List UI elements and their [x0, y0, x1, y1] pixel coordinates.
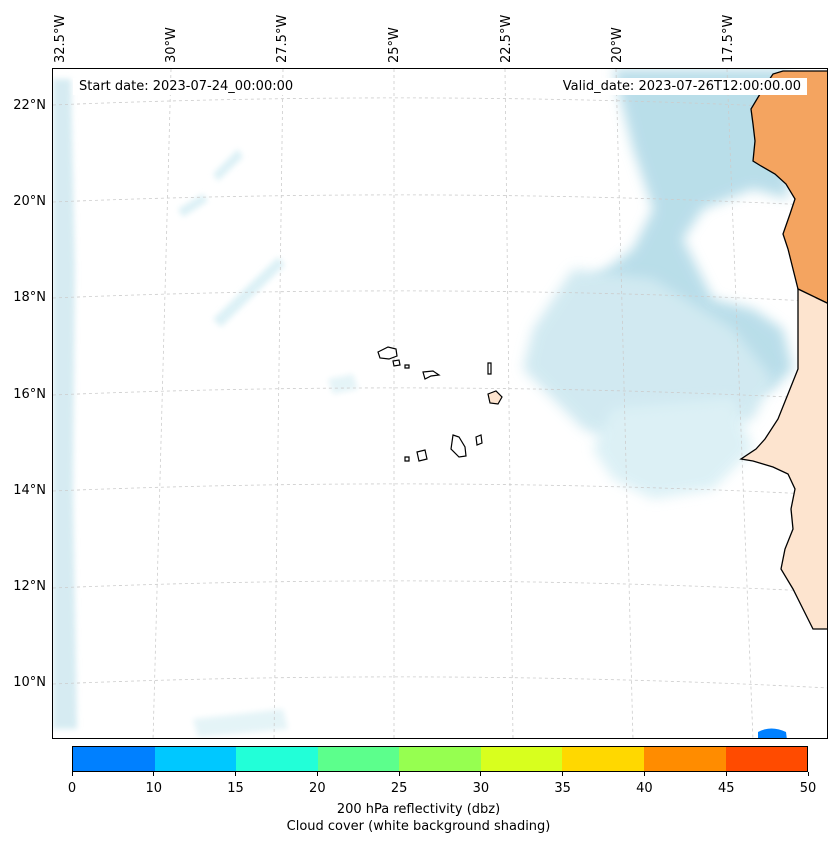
colorbar-tick-mark [480, 772, 482, 776]
lon-label: 25°W [387, 27, 402, 63]
island-maio [475, 434, 483, 446]
colorbar-tick-mark [562, 772, 564, 776]
parallel [53, 483, 827, 496]
colorbar-tick-label: 0 [67, 781, 77, 796]
colorbar-tick-label: 25 [390, 781, 408, 796]
island-sao-nicolau [422, 370, 441, 380]
lon-label: 30°W [164, 27, 179, 63]
parallel [53, 97, 827, 110]
island-fogo [416, 449, 428, 462]
meridian [615, 69, 634, 738]
lat-label: 16°N [13, 387, 46, 402]
colorbar-segment [154, 747, 237, 771]
island-boa-vista [487, 390, 503, 405]
lon-label: 20°W [610, 27, 625, 63]
cloud-patch-5 [328, 374, 358, 394]
meridian [726, 69, 754, 738]
colorbar-tick-mark [398, 772, 400, 776]
reflectivity-echo [758, 728, 787, 738]
colorbar-tick-label: 50 [799, 781, 817, 796]
colorbar-tick-label: 35 [554, 781, 571, 796]
colorbar-tick-mark [316, 772, 318, 776]
parallel [53, 290, 827, 303]
island-santo-antao [377, 346, 398, 360]
lat-label: 22°N [13, 98, 46, 113]
meridian [273, 69, 284, 738]
lon-label: 32.5°W [53, 14, 68, 63]
lat-label: 14°N [13, 483, 46, 498]
meridian [152, 69, 172, 738]
cloud-cover-layer [53, 69, 793, 737]
colorbar-segment [480, 747, 563, 771]
colorbar-segment [236, 747, 318, 771]
island-brava [404, 456, 410, 462]
start-date-label: Start date: 2023-07-24_00:00:00 [73, 78, 300, 95]
cloud-band-south [593, 399, 753, 499]
colorbar-tick-label: 20 [309, 781, 326, 796]
colorbar-tick-mark [643, 772, 645, 776]
cloud-streak-1 [213, 149, 243, 181]
colorbar [72, 746, 808, 772]
island-sal [487, 362, 492, 375]
colorbar-tick-mark [153, 772, 155, 776]
map-panel: Start date: 2023-07-24_00:00:00 Valid_da… [52, 68, 828, 739]
colorbar-tick-mark [725, 772, 727, 776]
meridian [504, 69, 514, 738]
parallel [53, 676, 827, 689]
island-santa-luzia [404, 364, 410, 369]
island-santiago [450, 434, 467, 458]
cloud-streak-4 [193, 709, 288, 737]
colorbar-tick-label: 10 [145, 781, 163, 796]
lat-label: 18°N [13, 290, 46, 305]
colorbar-segment [643, 747, 726, 771]
cloud-streak-3 [213, 257, 285, 327]
cloud-strip-west [53, 79, 77, 729]
cape-verde-islands [377, 346, 503, 462]
land-south-pale [739, 287, 827, 630]
island-sao-vicente [392, 359, 401, 367]
africa-coast [739, 70, 827, 630]
colorbar-segment [725, 747, 808, 771]
cloud-streak-2 [178, 194, 208, 217]
gridlines [53, 69, 827, 738]
map-canvas [53, 69, 827, 738]
colorbar-tick-mark [71, 772, 73, 776]
valid-date-label: Valid_date: 2023-07-26T12:00:00.00 [556, 78, 807, 95]
colorbar-segment [399, 747, 481, 771]
colorbar-tick-label: 30 [472, 781, 490, 796]
lon-label: 17.5°W [721, 14, 736, 63]
lat-label: 20°N [13, 194, 46, 209]
lat-label: 10°N [13, 675, 46, 690]
colorbar-tick-label: 15 [227, 781, 244, 796]
lon-label: 27.5°W [275, 14, 290, 63]
colorbar-tick-mark [807, 772, 809, 776]
colorbar-tick-label: 45 [717, 781, 735, 796]
lon-label: 22.5°W [499, 14, 514, 63]
parallel [53, 387, 827, 400]
parallel [53, 580, 827, 593]
colorbar-segment [73, 747, 155, 771]
colorbar-segment [562, 747, 644, 771]
colorbar-tick-mark [235, 772, 237, 776]
colorbar-tick-label: 40 [636, 781, 653, 796]
colorbar-subtitle: Cloud cover (white background shading) [286, 819, 551, 834]
lat-label: 12°N [13, 579, 46, 594]
parallel [53, 194, 827, 207]
colorbar-segment [317, 747, 400, 771]
colorbar-title: 200 hPa reflectivity (dbz) [336, 802, 501, 817]
